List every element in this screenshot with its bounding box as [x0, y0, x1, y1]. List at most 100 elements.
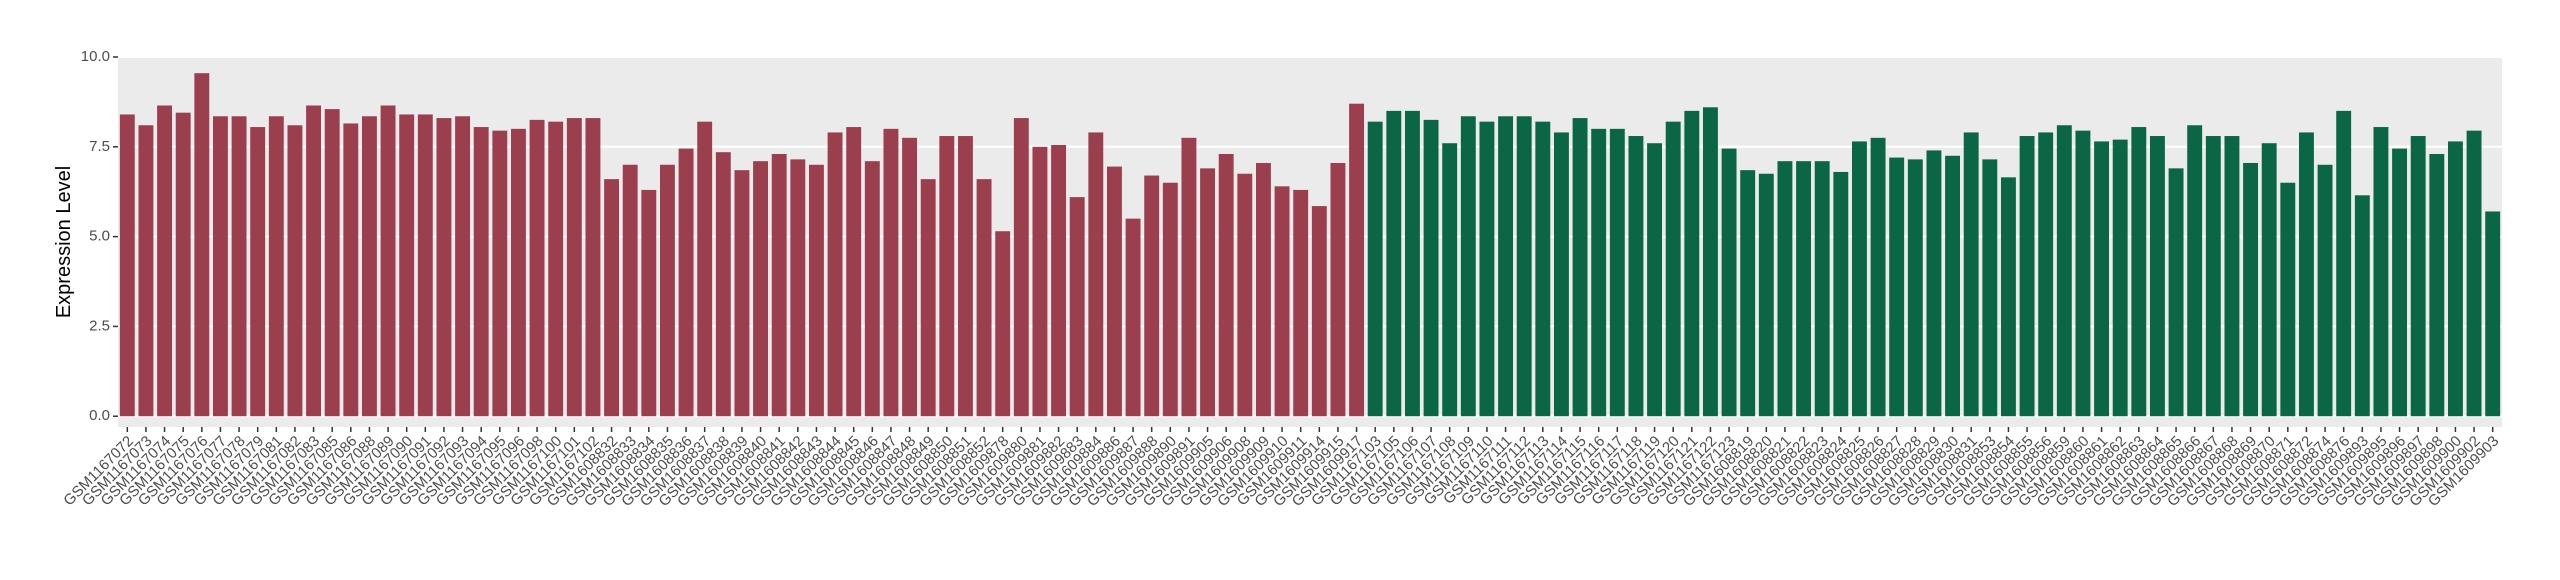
bar	[1442, 143, 1458, 417]
bar	[399, 114, 415, 417]
y-tick-label: 7.5	[89, 138, 110, 155]
bar	[1945, 155, 1961, 417]
y-tick-label: 5.0	[89, 228, 110, 245]
bar	[1926, 150, 1942, 417]
bar	[1330, 162, 1346, 417]
bar	[1814, 161, 1830, 417]
bar	[1200, 168, 1216, 417]
bar	[1665, 121, 1681, 417]
bar	[1647, 143, 1663, 417]
bar	[1255, 162, 1271, 417]
bar	[2392, 148, 2408, 417]
bar	[753, 161, 769, 417]
bar	[287, 125, 303, 417]
bar	[939, 136, 955, 417]
bar	[2447, 141, 2463, 417]
bar	[678, 148, 694, 417]
bar	[2075, 130, 2091, 417]
bar	[1702, 107, 1718, 417]
bar	[902, 137, 918, 417]
bar	[1274, 186, 1290, 417]
bar	[1628, 136, 1644, 417]
bar	[324, 109, 340, 417]
bar	[2112, 139, 2128, 417]
bar	[548, 121, 564, 417]
bar	[2187, 125, 2203, 417]
bar	[1349, 103, 1365, 417]
bar	[1088, 132, 1104, 417]
bar	[2410, 136, 2426, 417]
bar	[2280, 182, 2296, 417]
bar	[2168, 168, 2184, 417]
bar	[1833, 171, 1849, 417]
bar	[1125, 218, 1141, 417]
bar	[715, 152, 731, 417]
bar	[1758, 173, 1774, 417]
bar	[566, 118, 582, 417]
bar	[2224, 136, 2240, 417]
bar	[1553, 132, 1569, 417]
bar	[1498, 116, 1514, 417]
bar	[510, 128, 526, 417]
y-tick-label: 0.0	[89, 407, 110, 424]
bar	[1051, 145, 1067, 417]
bar	[492, 130, 508, 417]
bar	[659, 164, 675, 417]
bar	[455, 116, 471, 417]
bar	[976, 179, 992, 417]
bar	[1982, 159, 1998, 417]
bar	[2131, 127, 2147, 417]
bar	[1144, 175, 1160, 417]
bar	[2000, 177, 2016, 417]
bar	[1069, 197, 1085, 417]
bar	[417, 114, 433, 417]
bar	[1013, 118, 1029, 417]
bar	[585, 118, 601, 417]
bar	[2094, 141, 2110, 417]
bar	[1851, 141, 1867, 417]
bar	[1963, 132, 1979, 417]
bar	[1479, 121, 1495, 417]
bar	[231, 116, 247, 417]
bar	[2373, 127, 2389, 417]
y-tick-label: 2.5	[89, 317, 110, 334]
bar	[2485, 211, 2501, 417]
bar	[2317, 164, 2333, 417]
bar	[250, 127, 266, 417]
bar	[622, 164, 638, 417]
bar	[1293, 189, 1309, 417]
bar	[864, 161, 880, 417]
bar	[1889, 157, 1905, 417]
bar	[1870, 137, 1886, 417]
bar	[529, 119, 545, 417]
bar	[771, 153, 787, 417]
bar	[1311, 206, 1327, 417]
bar	[2354, 195, 2370, 417]
bar	[1162, 182, 1178, 417]
bar	[2298, 132, 2314, 417]
bar	[361, 116, 377, 417]
bar	[1684, 110, 1700, 417]
bar	[641, 189, 657, 417]
bar	[306, 105, 322, 417]
bar	[138, 125, 154, 417]
bar	[1572, 118, 1588, 417]
bar	[1609, 128, 1625, 417]
bar	[473, 127, 489, 417]
bar	[1423, 119, 1439, 417]
bar	[1386, 110, 1402, 417]
bar	[119, 114, 135, 417]
bar	[827, 132, 843, 417]
bar	[790, 159, 806, 417]
bar	[734, 170, 750, 417]
bar	[157, 105, 173, 417]
bar	[1460, 116, 1476, 417]
bar	[2429, 153, 2445, 417]
bar	[212, 116, 228, 417]
bar	[2205, 136, 2221, 417]
bar	[380, 105, 396, 417]
bar	[808, 164, 824, 417]
bar	[1181, 137, 1197, 417]
